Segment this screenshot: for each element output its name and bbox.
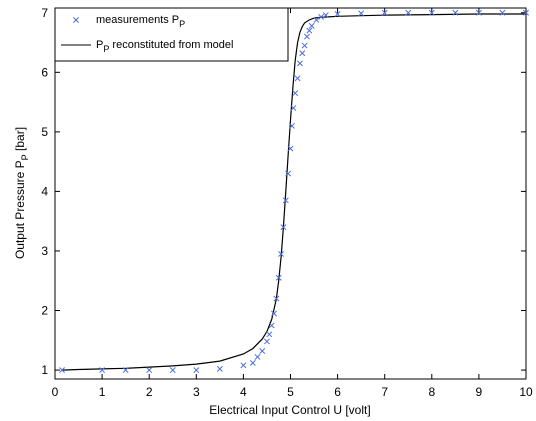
measurement-point	[271, 310, 277, 317]
measurement-point	[280, 224, 287, 231]
measurement-point	[405, 9, 412, 16]
measurement-point	[322, 12, 329, 19]
measurement-point	[278, 250, 285, 257]
measurement-point	[313, 16, 320, 23]
x-tick-label: 8	[428, 385, 435, 399]
measurement-point	[308, 22, 315, 29]
measurement-series	[59, 9, 529, 374]
model-series	[62, 13, 526, 371]
legend-box	[54, 7, 289, 62]
x-tick-label: 4	[240, 385, 247, 399]
measurement-point	[268, 322, 275, 329]
measurement-point	[259, 348, 266, 354]
measurement-point	[285, 170, 292, 177]
measurement-point	[452, 9, 459, 16]
y-tick-label: 2	[41, 304, 48, 318]
measurement-point	[122, 367, 129, 374]
measurement-point	[99, 367, 106, 374]
legend-label-measurements: measurements PP	[96, 14, 185, 29]
measurement-point	[304, 33, 310, 40]
x-tick-label: 10	[519, 385, 533, 399]
measurement-point	[334, 11, 341, 17]
measurement-point	[428, 9, 435, 16]
x-tick-label: 5	[287, 385, 294, 399]
measurement-point	[273, 295, 280, 302]
measurement-point	[288, 122, 295, 129]
measurement-point	[318, 13, 325, 20]
measurement-point	[249, 359, 256, 366]
measurement-point	[254, 354, 261, 360]
measurement-point	[290, 105, 297, 111]
measurement-point	[306, 27, 313, 34]
measurement-point	[301, 42, 308, 49]
measurement-point	[169, 367, 176, 374]
y-tick-label: 6	[41, 65, 48, 79]
measurement-point	[193, 367, 200, 374]
x-tick-label: 0	[52, 385, 59, 399]
legend-marker-measurements	[73, 17, 79, 23]
measurement-point	[296, 60, 303, 67]
measurement-point	[263, 338, 270, 345]
y-tick-label: 1	[41, 363, 48, 377]
measurement-point	[216, 365, 223, 372]
measurement-point	[499, 9, 506, 16]
x-tick-label: 1	[99, 385, 106, 399]
measurement-point	[282, 197, 289, 204]
x-tick-label: 6	[334, 385, 341, 399]
measurement-point	[59, 367, 66, 374]
measurement-point	[358, 10, 365, 17]
plot-area	[54, 7, 527, 380]
model-line	[62, 13, 526, 371]
y-tick-label: 3	[41, 244, 48, 258]
y-tick-label: 5	[41, 125, 48, 139]
legend-x-marker	[73, 17, 79, 23]
x-tick-label: 7	[381, 385, 388, 399]
x-tick-label: 2	[146, 385, 153, 399]
x-axis-label: Electrical Input Control U [volt]	[209, 403, 370, 417]
measurement-point	[292, 90, 299, 97]
legend-label-model: PP reconstituted from model	[96, 39, 233, 54]
measurement-point	[240, 362, 247, 369]
measurement-point	[523, 9, 529, 16]
measurement-point	[146, 367, 153, 374]
y-tick-label: 4	[41, 184, 48, 198]
measurement-point	[275, 274, 282, 281]
measurement-point	[266, 331, 273, 338]
measurement-point	[299, 50, 306, 57]
measurement-point	[475, 9, 482, 16]
y-axis-label: Output Pressure PP [bar]	[13, 127, 30, 259]
measurement-point	[294, 75, 301, 82]
legend: measurements PP PP reconstituted from mo…	[54, 7, 289, 62]
x-tick-label: 3	[193, 385, 200, 399]
x-tick-label: 9	[476, 385, 483, 399]
measurement-point	[381, 9, 388, 16]
measurement-point	[287, 145, 294, 152]
y-tick-label: 7	[41, 6, 48, 20]
